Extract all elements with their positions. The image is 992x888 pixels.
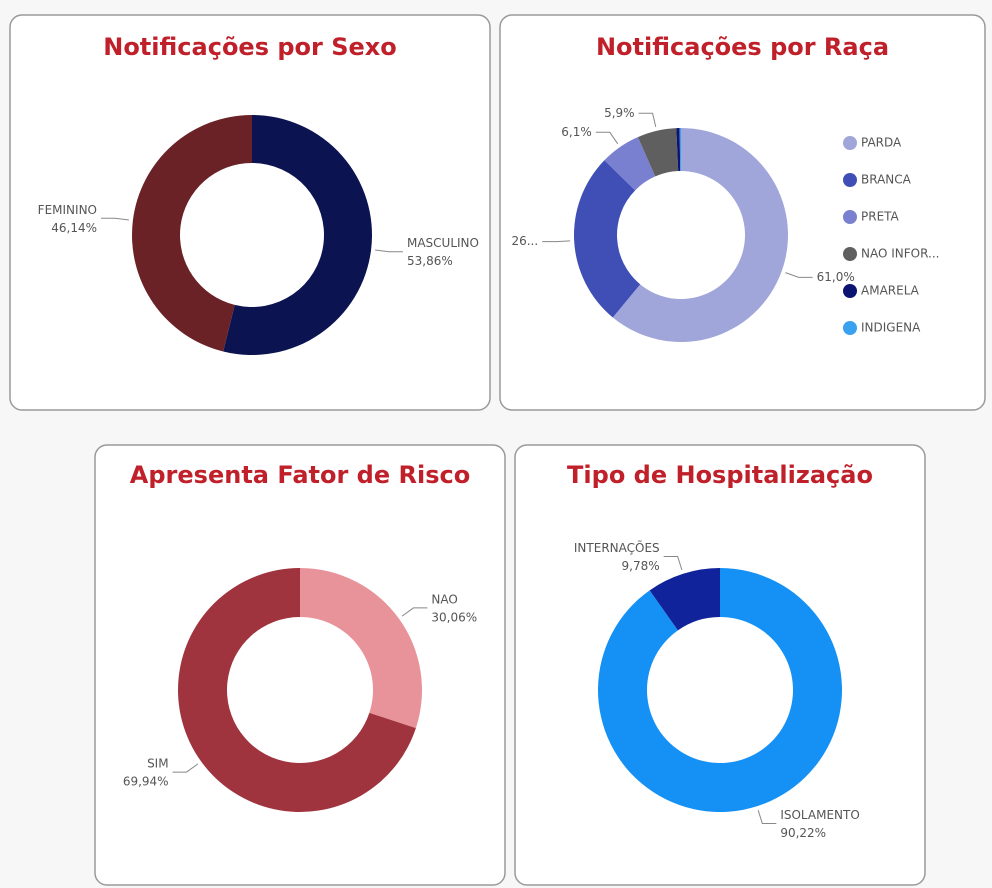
slice-name: INTERNAÇÕES [574, 540, 660, 555]
leader-line [101, 217, 129, 221]
data-label: 9,78% [622, 559, 660, 573]
chart-title: Apresenta Fator de Risco [130, 461, 470, 489]
data-label: 26... [511, 234, 538, 248]
slice-name: SIM [147, 757, 169, 771]
slice-name: MASCULINO [407, 236, 479, 250]
legend-swatch [843, 173, 857, 187]
slice [131, 115, 252, 352]
data-label: 90,22% [780, 826, 826, 840]
panel [514, 444, 926, 886]
legend-label: BRANCA [861, 173, 912, 187]
chart-title: Notificações por Raça [596, 33, 889, 61]
slice [597, 568, 842, 812]
data-label: 61,0% [817, 270, 855, 284]
panel [9, 14, 491, 411]
leader-line [375, 249, 403, 253]
slice [177, 568, 416, 812]
leader-line [172, 763, 199, 773]
slice [612, 128, 789, 342]
legend-label: PRETA [861, 210, 900, 224]
legend-swatch [843, 210, 857, 224]
data-label: 5,9% [604, 106, 635, 120]
leader-line [785, 272, 813, 278]
data-label: 46,14% [51, 221, 97, 235]
panel [94, 444, 506, 886]
slice [649, 568, 720, 631]
slice [223, 115, 372, 355]
leader-line [595, 131, 619, 145]
slice [637, 128, 679, 177]
legend-swatch [843, 321, 857, 335]
legend-swatch [843, 247, 857, 261]
legend-label: INDIGENA [861, 321, 921, 335]
data-label: 6,1% [561, 125, 592, 139]
data-label: 53,86% [407, 254, 453, 268]
legend-swatch [843, 136, 857, 150]
data-label: 30,06% [431, 610, 477, 624]
slice [604, 137, 656, 191]
slice [679, 128, 681, 172]
slice-name: NAO [431, 592, 457, 606]
leader-line [638, 112, 657, 128]
slice [676, 128, 681, 172]
leader-line [757, 809, 777, 824]
legend-swatch [843, 284, 857, 298]
slice-name: ISOLAMENTO [780, 808, 859, 822]
data-label: 69,94% [123, 775, 169, 789]
legend-label: NAO INFOR... [861, 247, 939, 261]
slice [574, 160, 641, 318]
chart-title: Notificações por Sexo [103, 33, 397, 61]
leader-line [401, 607, 428, 617]
leader-line [663, 556, 683, 571]
chart-title: Tipo de Hospitalização [567, 461, 873, 489]
slice [300, 568, 422, 729]
slice-name: FEMININO [38, 203, 97, 217]
leader-line [542, 240, 571, 243]
legend-label: PARDA [861, 136, 902, 150]
legend-label: AMARELA [861, 284, 920, 298]
